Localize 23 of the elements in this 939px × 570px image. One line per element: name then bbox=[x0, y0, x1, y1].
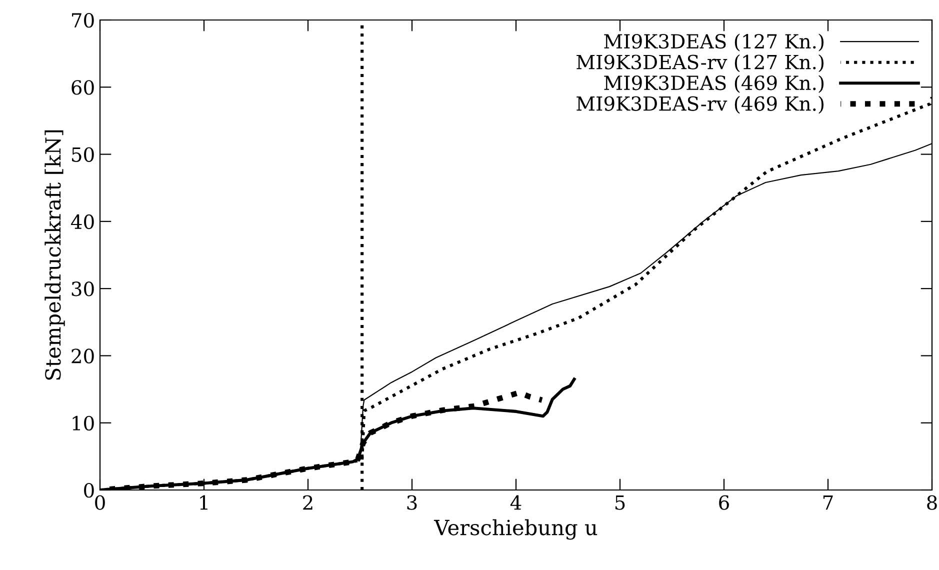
x-tick-label: 5 bbox=[615, 495, 625, 510]
x-tick-label: 0 bbox=[95, 495, 105, 510]
y-tick-label: 20 bbox=[72, 348, 94, 364]
legend-label: MI9K3DEAS-rv (127 Kn.) bbox=[576, 54, 824, 72]
x-tick-label: 6 bbox=[719, 495, 729, 510]
x-tick-label: 1 bbox=[200, 495, 208, 510]
y-tick-label: 40 bbox=[70, 214, 94, 230]
x-tick-label: 3 bbox=[407, 495, 417, 510]
y-tick-label: 70 bbox=[72, 12, 94, 28]
legend-label: MI9K3DEAS (469 Kn.) bbox=[604, 75, 824, 93]
legend-label: MI9K3DEAS (127 Kn.) bbox=[604, 34, 824, 52]
x-tick-label: 7 bbox=[823, 495, 833, 510]
x-tick-label: 2 bbox=[303, 495, 312, 510]
legend-label: MI9K3DEAS-rv (469 Kn.) bbox=[576, 96, 824, 114]
x-axis-title: Verschiebung u bbox=[434, 519, 598, 540]
y-tick-label: 50 bbox=[72, 147, 94, 162]
y-axis-title: Stempeldruckkraft [kN] bbox=[44, 130, 65, 380]
x-tick-label: 4 bbox=[510, 495, 522, 510]
y-tick-label: 10 bbox=[72, 416, 94, 431]
x-tick-label: 8 bbox=[927, 495, 937, 510]
y-tick-label: 30 bbox=[72, 282, 94, 296]
y-tick-label: 0 bbox=[84, 482, 94, 498]
y-tick-label: 60 bbox=[72, 80, 94, 95]
